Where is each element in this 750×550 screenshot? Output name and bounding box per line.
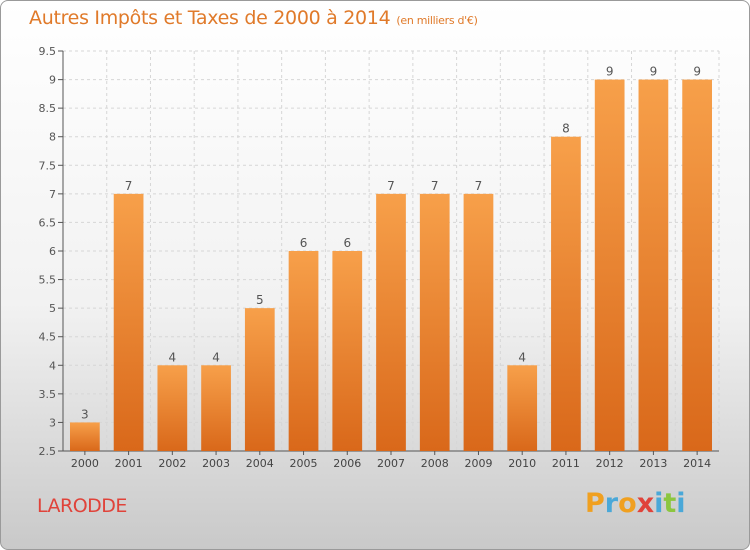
data-label: 9 <box>693 65 701 79</box>
x-tick-label: 2002 <box>158 457 186 470</box>
logo-letter: x <box>636 488 655 519</box>
x-tick-label: 2003 <box>202 457 230 470</box>
data-label: 4 <box>169 350 177 364</box>
y-tick-label: 2.5 <box>39 445 57 458</box>
commune-name: LARODDE <box>37 495 127 517</box>
logo-letter: t <box>663 488 677 519</box>
y-tick-label: 7.5 <box>39 159 57 172</box>
bar <box>638 79 669 452</box>
y-tick-label: 7 <box>49 188 56 201</box>
data-label: 5 <box>256 293 264 307</box>
x-tick-label: 2014 <box>683 457 711 470</box>
x-tick-label: 2004 <box>246 457 274 470</box>
y-tick-label: 9.5 <box>39 45 57 58</box>
data-label: 3 <box>81 407 89 421</box>
bars <box>69 79 713 452</box>
y-tick-label: 3.5 <box>39 388 57 401</box>
logo-letter: i <box>654 488 664 519</box>
y-tick-label: 5.5 <box>39 274 57 287</box>
y-tick-label: 8 <box>49 131 56 144</box>
y-tick-label: 5 <box>49 302 56 315</box>
x-tick-label: 2013 <box>639 457 667 470</box>
x-tick-label: 2010 <box>508 457 536 470</box>
data-label: 9 <box>606 65 614 79</box>
y-tick-label: 4.5 <box>39 331 57 344</box>
bar <box>244 308 275 451</box>
data-label: 4 <box>212 350 220 364</box>
x-tick-label: 2012 <box>596 457 624 470</box>
x-tick-label: 2005 <box>290 457 318 470</box>
bar <box>332 251 363 451</box>
x-tick-label: 2007 <box>377 457 405 470</box>
labels: 2.5 3 3.5 4 4.5 5 5.5 6 6.5 7 7.5 8 8.5 9 9.5 3 2000 7 200… <box>39 45 712 470</box>
data-label: 6 <box>343 236 351 250</box>
bar <box>507 365 538 451</box>
chart-unit: (en milliers d'€) <box>396 14 478 27</box>
x-tick-label: 2001 <box>115 457 143 470</box>
data-label: 7 <box>475 179 483 193</box>
bar <box>201 365 231 451</box>
data-label: 8 <box>562 122 570 136</box>
bar <box>69 422 100 451</box>
data-label: 7 <box>431 179 439 193</box>
bar <box>682 79 713 452</box>
data-label: 7 <box>125 179 133 193</box>
y-tick-label: 8.5 <box>39 102 57 115</box>
logo-letter: P <box>585 488 605 519</box>
logo-letter: i <box>676 488 686 519</box>
chart-title-text: Autres Impôts et Taxes de 2000 à 2014 <box>29 7 391 29</box>
bar <box>594 79 625 452</box>
logo-letter: o <box>618 488 637 519</box>
bar <box>376 193 406 451</box>
logo-letter: r <box>604 488 619 519</box>
y-tick-label: 6 <box>49 245 56 258</box>
bar <box>157 365 188 451</box>
bar <box>419 193 450 451</box>
bar <box>288 251 319 451</box>
bar <box>551 136 581 451</box>
data-label: 7 <box>387 179 395 193</box>
x-tick-label: 2000 <box>71 457 99 470</box>
bar <box>113 193 144 451</box>
x-tick-label: 2006 <box>333 457 361 470</box>
data-label: 6 <box>300 236 308 250</box>
x-tick-label: 2009 <box>464 457 492 470</box>
bar <box>463 193 494 451</box>
data-label: 4 <box>518 350 526 364</box>
y-tick-label: 9 <box>49 74 56 87</box>
y-tick-label: 4 <box>49 359 56 372</box>
data-label: 9 <box>650 65 658 79</box>
y-tick-label: 6.5 <box>39 216 57 229</box>
x-tick-label: 2008 <box>421 457 449 470</box>
proxiti-logo[interactable]: Proxiti <box>585 488 686 519</box>
chart-title: Autres Impôts et Taxes de 2000 à 2014 (en… <box>29 7 478 29</box>
y-tick-label: 3 <box>49 416 56 429</box>
x-tick-label: 2011 <box>552 457 580 470</box>
